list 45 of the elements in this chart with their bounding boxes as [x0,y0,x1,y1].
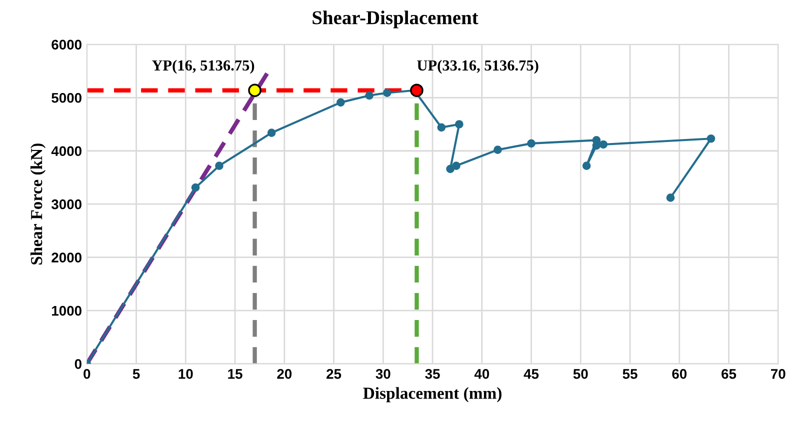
x-tick-label: 10 [178,369,193,379]
x-tick-label: 5 [132,369,140,379]
point [191,183,200,192]
point [248,84,262,98]
x-tick-label: 45 [524,369,539,379]
annotation: YP(16, 5136.75) [152,60,254,74]
x-tick-label: 70 [771,369,786,379]
point [365,91,374,100]
point [336,98,345,107]
y-tick-label: 3000 [51,199,82,210]
x-tick-label: 60 [672,369,687,379]
point [494,146,502,154]
point [267,128,276,137]
y-tick-label: 5000 [52,92,82,103]
y-tick-label: 2000 [52,252,82,262]
x-tick-label: 20 [277,369,292,379]
y-tick-label: 4000 [51,146,82,156]
x-tick-label: 40 [474,369,490,379]
x-tick-label: 55 [622,369,638,379]
x-tick-label: 50 [573,369,588,379]
x-tick-label: 30 [376,369,390,379]
y-axis-title: Shear Force (kN) [30,144,46,264]
x-tick-label: 25 [326,369,342,379]
point [446,164,454,174]
point [382,88,392,98]
y-tick-label: 1000 [52,306,82,316]
y-tick-label: 6000 [52,40,82,50]
point [410,84,424,98]
point [666,194,675,202]
x-tick-label: 35 [425,369,440,379]
x-axis-title: Displacement (mm) [363,387,502,402]
annotation: UP(33.16, 5136.75) [417,60,538,74]
chart-title: Shear-Displacement [312,10,478,28]
point [452,162,460,170]
x-tick-label: 15 [228,369,242,379]
y-tick-label: 0 [74,359,82,369]
point [599,140,608,149]
point [455,120,464,128]
point [437,123,446,132]
point [706,134,716,143]
x-tick-label: 65 [722,369,736,379]
point [527,139,536,148]
x-tick-label: 0 [84,369,90,379]
point [582,162,591,170]
point [215,162,224,170]
